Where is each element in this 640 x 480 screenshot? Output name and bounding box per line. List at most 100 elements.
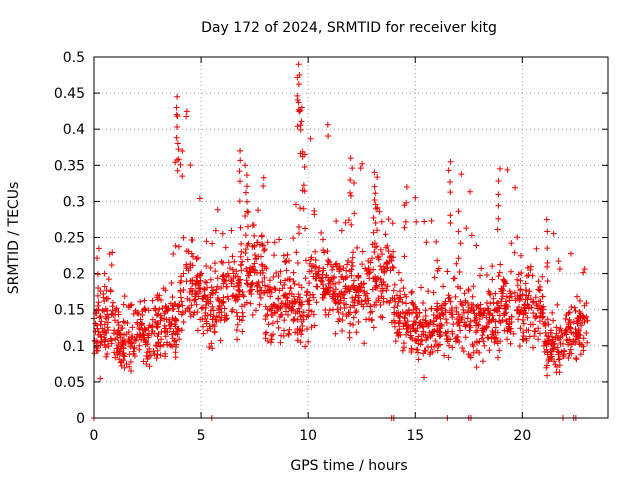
data-point xyxy=(121,293,128,300)
data-point xyxy=(389,220,396,227)
data-point xyxy=(218,309,225,316)
data-point xyxy=(500,310,507,317)
data-point xyxy=(544,372,551,379)
data-point xyxy=(94,302,101,309)
data-point xyxy=(244,242,251,249)
data-point xyxy=(555,351,562,358)
data-point xyxy=(390,264,397,271)
data-point xyxy=(375,254,382,261)
data-point xyxy=(178,327,185,334)
data-point xyxy=(185,248,192,255)
x-tick-label: 15 xyxy=(406,428,424,444)
data-point xyxy=(456,322,463,329)
data-point xyxy=(251,269,258,276)
data-point xyxy=(554,344,561,351)
data-point xyxy=(496,269,503,276)
data-point xyxy=(486,347,493,354)
data-point xyxy=(566,340,573,347)
data-point xyxy=(295,81,302,88)
data-point xyxy=(337,297,344,304)
data-point xyxy=(348,272,355,279)
data-point xyxy=(123,331,130,338)
data-point xyxy=(91,337,98,344)
data-point xyxy=(492,335,499,342)
data-point xyxy=(143,361,150,368)
data-point xyxy=(420,323,427,330)
data-point xyxy=(396,326,403,333)
data-point xyxy=(556,327,563,334)
data-point xyxy=(574,320,581,327)
data-point xyxy=(460,309,467,316)
data-point xyxy=(414,349,421,356)
data-point xyxy=(401,344,408,351)
data-point xyxy=(295,223,302,230)
data-point xyxy=(320,294,327,301)
data-point xyxy=(483,299,490,306)
data-point xyxy=(246,268,253,275)
data-point xyxy=(269,311,276,318)
data-point xyxy=(177,294,184,301)
data-point xyxy=(399,299,406,306)
data-point xyxy=(307,292,314,299)
data-point xyxy=(322,311,329,318)
data-point xyxy=(164,341,171,348)
data-point xyxy=(180,234,187,241)
data-point xyxy=(347,155,354,162)
data-point xyxy=(221,277,228,284)
data-point xyxy=(281,292,288,299)
data-point xyxy=(559,332,566,339)
data-point xyxy=(536,318,543,325)
data-point xyxy=(188,237,195,244)
data-point xyxy=(483,272,490,279)
data-point xyxy=(566,316,573,323)
data-point xyxy=(278,332,285,339)
data-point xyxy=(540,313,547,320)
data-point xyxy=(485,319,492,326)
data-point xyxy=(93,322,100,329)
data-point xyxy=(434,257,441,264)
data-point xyxy=(498,295,505,302)
data-point xyxy=(401,315,408,322)
data-point xyxy=(183,113,190,120)
data-point xyxy=(310,294,317,301)
data-point xyxy=(408,289,415,296)
data-point xyxy=(537,330,544,337)
data-point xyxy=(581,265,588,272)
data-point xyxy=(349,165,356,172)
data-point xyxy=(121,331,128,338)
data-point xyxy=(264,239,271,246)
data-point xyxy=(362,297,369,304)
data-point xyxy=(446,178,453,185)
data-point xyxy=(185,267,192,274)
x-tick-label: 20 xyxy=(513,428,531,444)
data-point xyxy=(204,327,211,334)
data-point xyxy=(527,295,534,302)
data-point xyxy=(239,258,246,265)
data-point xyxy=(169,305,176,312)
data-point xyxy=(470,343,477,350)
data-point xyxy=(261,282,268,289)
data-point xyxy=(244,256,251,263)
data-point xyxy=(242,162,249,169)
data-point xyxy=(382,231,389,238)
data-point xyxy=(234,336,241,343)
data-point xyxy=(397,313,404,320)
data-point xyxy=(350,314,357,321)
data-point xyxy=(493,300,500,307)
data-point xyxy=(223,315,230,322)
data-point xyxy=(313,283,320,290)
data-point xyxy=(556,362,563,369)
data-point xyxy=(494,329,501,336)
data-point xyxy=(544,277,551,284)
data-point xyxy=(436,333,443,340)
data-point xyxy=(399,347,406,354)
data-point xyxy=(453,334,460,341)
data-point xyxy=(234,321,241,328)
data-point xyxy=(147,352,154,359)
data-point xyxy=(269,305,276,312)
data-point xyxy=(239,309,246,316)
data-point xyxy=(324,248,331,255)
data-point xyxy=(411,318,418,325)
data-point xyxy=(188,302,195,309)
data-point xyxy=(97,313,104,320)
